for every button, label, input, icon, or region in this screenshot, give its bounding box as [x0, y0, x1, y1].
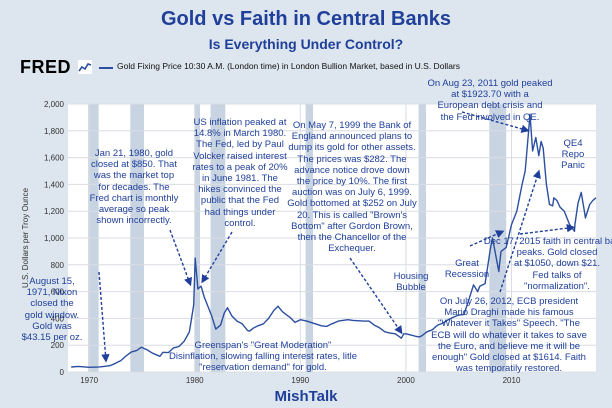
x-tick-label: 1990	[291, 376, 309, 385]
annotation-greenspan: Greenspan's "Great Moderation" Disinflati…	[169, 340, 357, 374]
y-tick-label: 600	[51, 288, 65, 297]
y-tick-label: 1,200	[44, 207, 65, 216]
series-line-gold-price	[71, 113, 597, 368]
arrow-draghi	[499, 169, 541, 293]
x-tick-label: 1980	[186, 376, 204, 385]
annotation-browns-bottom: On May 7, 1999 the Bank of England announ…	[287, 120, 417, 255]
arrow-browns-bottom	[349, 257, 403, 335]
chart-subtitle: Is Everything Under Control?	[208, 36, 404, 52]
y-tick-label: 0	[60, 368, 65, 377]
x-tick-label: 1970	[80, 376, 98, 385]
x-tick-label: 2000	[397, 376, 415, 385]
annotation-great-recession: Great Recession	[444, 258, 490, 281]
annotation-draghi: On July 26, 2012, ECB president Mario Dra…	[431, 296, 587, 375]
legend-label: Gold Fixing Price 10:30 A.M. (London tim…	[117, 61, 461, 71]
arrow-great-recession	[469, 230, 505, 247]
x-tick-label: 2010	[503, 376, 521, 385]
y-axis-label: U.S. Dollars per Troy Ounce	[21, 187, 30, 288]
y-tick-label: 200	[51, 341, 65, 350]
fred-logo: FRED	[20, 57, 71, 77]
y-tick-label: 1,000	[44, 234, 65, 243]
annotation-qe4: QE4 Repo Panic	[561, 138, 585, 172]
annotation-nixon: August 15, 1971, Nixon closed the gold wind…	[21, 276, 83, 344]
y-tick-label: 800	[51, 261, 65, 270]
y-tick-label: 1,600	[44, 154, 65, 163]
chart-title: Gold vs Faith in Central Banks	[160, 8, 452, 30]
arrow-dec-2015	[519, 223, 576, 235]
arrow-2011-peak	[461, 111, 530, 133]
annotation-volcker: US inflation peaked at 14.8% in March 198…	[192, 117, 288, 229]
fred-chart-icon	[78, 60, 92, 74]
y-tick-label: 400	[51, 314, 65, 323]
y-tick-label: 2,000	[44, 100, 65, 109]
annotation-2011-peak: On Aug 23, 2011 gold peaked at $1923.70 w…	[427, 78, 553, 123]
legend-line-swatch	[99, 67, 113, 69]
annotation-housing-bubble: Housing Bubble	[393, 271, 429, 294]
annotation-dec-2015: Dec 17, 2015 faith in central bankspeaks…	[483, 236, 612, 292]
annotation-1980-top: Jan 21, 1980, gold closed at $850. That wa…	[89, 148, 179, 227]
footer-credit: MishTalk	[274, 388, 338, 405]
y-tick-label: 1,400	[44, 180, 65, 189]
y-tick-label: 1,800	[44, 127, 65, 136]
